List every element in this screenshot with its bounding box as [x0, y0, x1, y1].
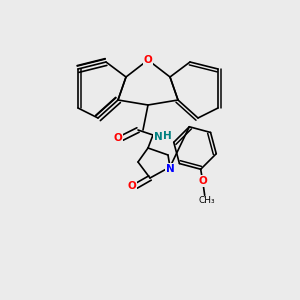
- Text: O: O: [198, 176, 207, 186]
- Text: N: N: [154, 132, 162, 142]
- Text: O: O: [128, 181, 136, 191]
- Text: O: O: [114, 133, 122, 143]
- Text: CH₃: CH₃: [198, 196, 215, 205]
- Text: O: O: [144, 55, 152, 65]
- Text: N: N: [166, 164, 174, 174]
- Text: H: H: [163, 131, 171, 141]
